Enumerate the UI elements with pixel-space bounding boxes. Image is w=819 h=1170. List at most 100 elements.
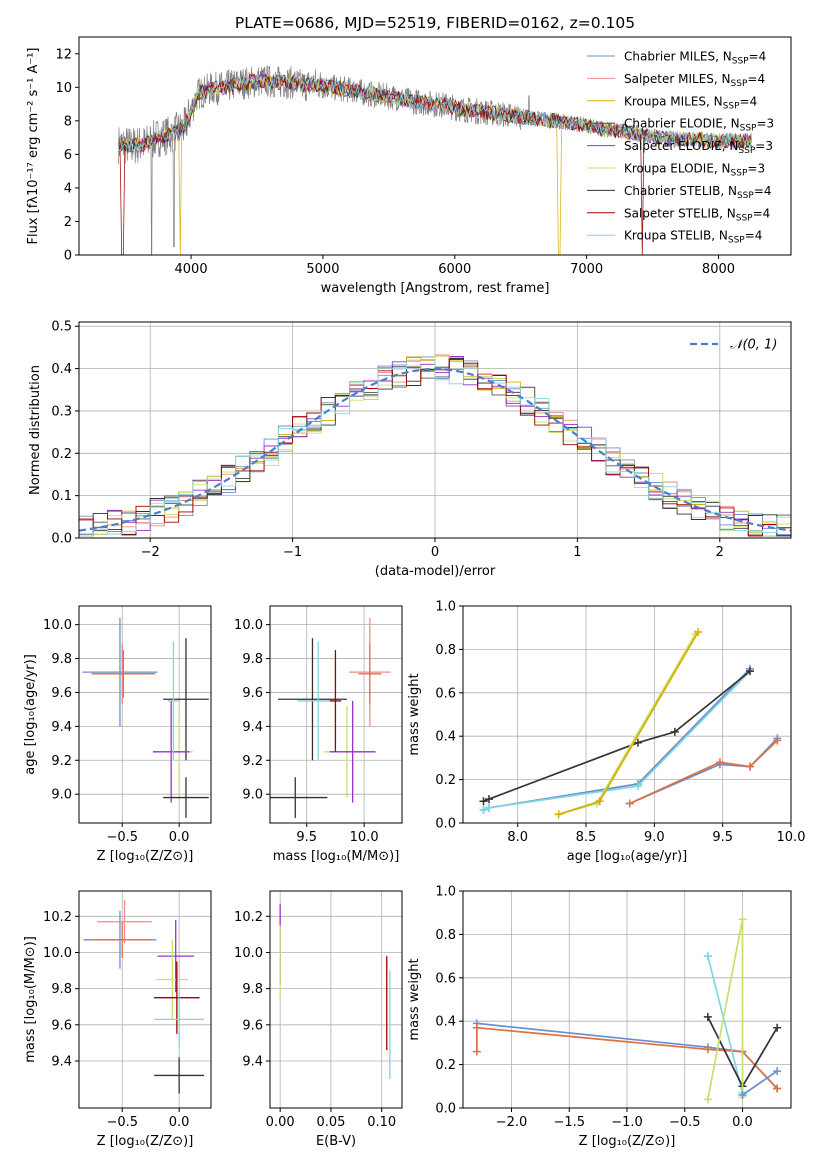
x-tick-label: −1.0 xyxy=(611,1115,643,1130)
mass-weight-panel: 8.0 8.5 9.0 9.5 10.0 0.0 0.2 0.4 0.6 0.8 1.0 age [l… xyxy=(407,600,805,865)
y-tick-label: 9.6 xyxy=(51,686,72,701)
mass-weight-marker xyxy=(484,795,493,804)
mass-weight-line xyxy=(742,1070,778,1096)
mass-weight-marker xyxy=(479,797,488,806)
axes-frame xyxy=(269,605,403,824)
x-tick-label: 9.5 xyxy=(296,830,317,845)
mass-weight-marker xyxy=(472,1047,481,1056)
y-tick-label: 6 xyxy=(64,148,72,163)
y-tick-label: 9.2 xyxy=(51,754,72,769)
y-tick-label: 9.4 xyxy=(242,720,263,735)
y-tick-label: 0.4 xyxy=(435,730,456,745)
mass-weight-marker xyxy=(472,1023,481,1032)
y-tick-label: 10.0 xyxy=(43,618,72,633)
axes-frame xyxy=(462,890,792,1109)
mass-weight-marker xyxy=(484,803,493,812)
x-tick-label: 1 xyxy=(573,545,581,560)
mass-weight-plot-area xyxy=(472,915,782,1104)
y-tick-label: 9.6 xyxy=(51,1018,72,1033)
mass-weight-marker xyxy=(703,1045,712,1054)
axes-frame xyxy=(269,890,403,1109)
model-spectrum-line xyxy=(118,72,752,154)
axes-frame xyxy=(78,605,212,824)
model-spectrum-line xyxy=(118,74,752,152)
y-tick-label: 10.2 xyxy=(43,910,72,925)
x-tick-label: −1 xyxy=(283,545,302,560)
mass-weight-marker xyxy=(746,667,754,676)
mass-weight-marker xyxy=(703,1095,712,1104)
x-tick-label: 4000 xyxy=(175,262,208,277)
y-tick-label: 0.2 xyxy=(435,773,456,788)
y-tick-label: 1.0 xyxy=(435,885,456,900)
y-axis-label: Normed distribution xyxy=(28,365,43,495)
mass-weight-marker xyxy=(633,738,642,747)
y-tick-label: 9.0 xyxy=(242,788,263,803)
legend-entry: Kroupa MILES, NSSP=4 xyxy=(624,94,757,111)
mass-weight-marker xyxy=(670,727,679,736)
y-tick-label: 0.0 xyxy=(435,817,456,832)
x-tick-label: 10.0 xyxy=(777,830,806,845)
y-tick-label: 9.8 xyxy=(51,982,72,997)
y-tick-label: 9.4 xyxy=(51,720,72,735)
y-tick-label: 12 xyxy=(55,47,72,62)
mass-weight-marker xyxy=(738,915,747,924)
legend-entry: Chabrier STELIB, NSSP=4 xyxy=(624,184,772,201)
y-tick-label: 0 xyxy=(64,249,72,264)
legend-entry: Chabrier MILES, NSSP=4 xyxy=(624,50,766,67)
y-tick-label: 0.6 xyxy=(435,971,456,986)
x-axis-label: age [log₁₀(age/yr)] xyxy=(567,849,688,864)
errorbar-panel: −0.5 0.0 9.4 9.6 9.8 10.0 10.2 Z [log₁₀(Z/Z⊙)] m… xyxy=(23,890,212,1149)
x-axis-label: mass [log₁₀(M/M⊙)] xyxy=(273,849,400,864)
mass-weight-marker xyxy=(773,1023,782,1032)
mass-weight-marker xyxy=(773,736,782,745)
y-tick-label: 0.4 xyxy=(51,362,72,377)
x-tick-label: −1.5 xyxy=(553,1115,585,1130)
legend-entry: Salpeter STELIB, NSSP=4 xyxy=(624,206,770,223)
y-tick-label: 2 xyxy=(64,215,72,230)
x-tick-label: 10.0 xyxy=(350,830,379,845)
spectrum-plot-area xyxy=(118,65,752,255)
x-tick-label: 9.0 xyxy=(644,830,665,845)
mass-weight-line xyxy=(629,739,778,805)
x-tick-label: −0.5 xyxy=(106,830,138,845)
mass-weight-panel: −2.0 −1.5 −1.0 −0.5 0.0 0.0 0.2 0.4 0.6 0.8 1.0 Z [… xyxy=(407,885,792,1149)
mass-weight-marker xyxy=(773,1084,782,1093)
mass-weight-marker xyxy=(554,810,563,819)
y-tick-label: 4 xyxy=(64,181,72,196)
y-tick-label: 9.8 xyxy=(242,652,263,667)
model-spectrum-line xyxy=(118,73,752,255)
errorbar-panel: −0.5 0.0 9.0 9.2 9.4 9.6 9.8 10.0 Z [log₁₀(Z/Z⊙)… xyxy=(23,605,212,864)
mass-weight-marker xyxy=(694,628,703,637)
mass-weight-marker xyxy=(715,758,724,767)
errorbar-panel: 0.00 0.05 0.10 9.4 9.6 9.8 10.0 10.2 E(B-V) xyxy=(234,890,403,1149)
y-tick-label: 9.6 xyxy=(242,1018,263,1033)
legend-entry: Chabrier ELODIE, NSSP=3 xyxy=(624,117,774,134)
legend-entry: Kroupa ELODIE, NSSP=3 xyxy=(624,162,765,179)
x-tick-label: −2.0 xyxy=(496,1115,528,1130)
x-tick-label: −2 xyxy=(141,545,160,560)
mass-weight-marker xyxy=(633,782,642,791)
x-tick-label: 7000 xyxy=(570,262,603,277)
x-tick-label: 0.10 xyxy=(367,1115,396,1130)
mass-weight-marker xyxy=(625,799,634,808)
y-tick-label: 0.0 xyxy=(51,532,72,547)
x-tick-label: 0.00 xyxy=(266,1115,295,1130)
y-tick-label: 10.0 xyxy=(43,946,72,961)
x-tick-label: 0 xyxy=(431,545,439,560)
axes-frame xyxy=(78,321,792,539)
y-tick-label: 0.8 xyxy=(435,928,456,943)
y-tick-label: 10 xyxy=(55,81,72,96)
mass-weight-plot-area xyxy=(479,628,782,819)
y-tick-label: 0.0 xyxy=(435,1102,456,1117)
y-tick-label: 9.8 xyxy=(51,652,72,667)
x-tick-label: 8.5 xyxy=(576,830,597,845)
x-tick-label: −0.5 xyxy=(669,1115,701,1130)
y-tick-label: 8 xyxy=(64,114,72,129)
y-tick-label: 10.0 xyxy=(234,946,263,961)
y-axis-label: mass [log₁₀(M/M⊙)] xyxy=(23,936,38,1063)
x-axis-label: Z [log₁₀(Z/Z⊙)] xyxy=(579,1134,676,1149)
mass-weight-marker xyxy=(479,805,488,814)
x-tick-label: 2 xyxy=(716,545,724,560)
mass-weight-marker xyxy=(595,797,604,806)
y-tick-label: 9.8 xyxy=(242,982,263,997)
